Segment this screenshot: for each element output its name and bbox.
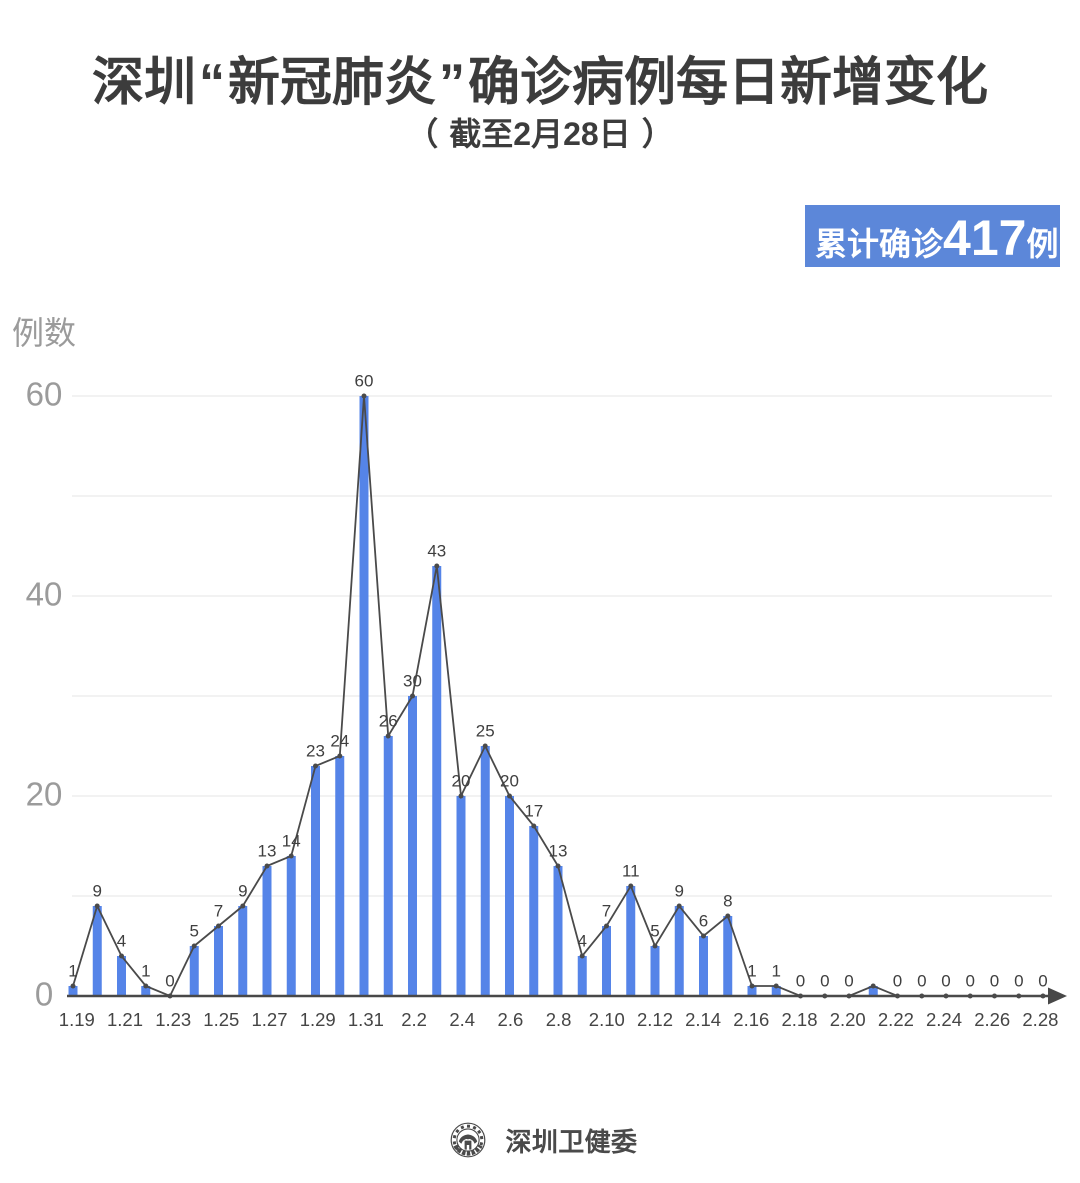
svg-text:2.28: 2.28	[1022, 1009, 1058, 1030]
svg-text:1: 1	[141, 962, 150, 981]
svg-text:2.20: 2.20	[830, 1009, 866, 1030]
svg-text:2.8: 2.8	[546, 1009, 572, 1030]
svg-text:4: 4	[577, 932, 586, 951]
svg-text:60: 60	[355, 372, 374, 391]
svg-text:14: 14	[282, 832, 301, 851]
svg-text:23: 23	[306, 742, 325, 761]
svg-text:0: 0	[1038, 972, 1047, 991]
svg-text:2.14: 2.14	[685, 1009, 721, 1030]
svg-text:0: 0	[893, 972, 902, 991]
svg-text:0: 0	[165, 972, 174, 991]
svg-text:2.22: 2.22	[878, 1009, 914, 1030]
svg-text:30: 30	[403, 672, 422, 691]
svg-text:1.27: 1.27	[251, 1009, 287, 1030]
svg-text:5: 5	[189, 922, 198, 941]
svg-text:6: 6	[699, 912, 708, 931]
svg-text:9: 9	[674, 882, 683, 901]
svg-text:2.10: 2.10	[589, 1009, 625, 1030]
svg-text:2.2: 2.2	[401, 1009, 427, 1030]
svg-text:7: 7	[214, 902, 223, 921]
svg-text:1.21: 1.21	[107, 1009, 143, 1030]
svg-text:0: 0	[35, 976, 53, 1013]
svg-text:1: 1	[68, 962, 77, 981]
svg-text:0: 0	[1014, 972, 1023, 991]
svg-text:9: 9	[238, 882, 247, 901]
svg-text:60: 60	[26, 376, 63, 413]
svg-text:1: 1	[747, 962, 756, 981]
svg-text:0: 0	[990, 972, 999, 991]
svg-text:8: 8	[723, 892, 732, 911]
svg-text:2.12: 2.12	[637, 1009, 673, 1030]
svg-text:0: 0	[965, 972, 974, 991]
svg-text:1.19: 1.19	[59, 1009, 95, 1030]
svg-text:1.23: 1.23	[155, 1009, 191, 1030]
svg-text:17: 17	[524, 802, 543, 821]
svg-text:0: 0	[917, 972, 926, 991]
svg-text:20: 20	[452, 772, 471, 791]
svg-text:0: 0	[820, 972, 829, 991]
svg-text:例数: 例数	[12, 315, 76, 351]
svg-text:1.25: 1.25	[203, 1009, 239, 1030]
svg-text:2.26: 2.26	[974, 1009, 1010, 1030]
svg-text:24: 24	[330, 732, 349, 751]
svg-text:13: 13	[549, 842, 568, 861]
svg-text:7: 7	[602, 902, 611, 921]
svg-text:2.16: 2.16	[733, 1009, 769, 1030]
svg-text:0: 0	[844, 972, 853, 991]
svg-text:0: 0	[941, 972, 950, 991]
svg-text:13: 13	[258, 842, 277, 861]
svg-text:5: 5	[650, 922, 659, 941]
svg-text:2.4: 2.4	[449, 1009, 475, 1030]
svg-text:1.29: 1.29	[300, 1009, 336, 1030]
svg-text:11: 11	[622, 862, 640, 881]
svg-text:25: 25	[476, 722, 495, 741]
svg-text:1.31: 1.31	[348, 1009, 384, 1030]
svg-text:20: 20	[26, 776, 63, 813]
svg-text:0: 0	[796, 972, 805, 991]
svg-text:2.18: 2.18	[781, 1009, 817, 1030]
svg-text:1: 1	[771, 962, 780, 981]
svg-text:9: 9	[92, 882, 101, 901]
svg-text:2.6: 2.6	[498, 1009, 524, 1030]
svg-text:4: 4	[117, 932, 126, 951]
svg-text:26: 26	[379, 712, 398, 731]
svg-text:2.24: 2.24	[926, 1009, 962, 1030]
svg-text:20: 20	[500, 772, 519, 791]
svg-text:40: 40	[26, 576, 63, 613]
svg-text:43: 43	[427, 542, 446, 561]
